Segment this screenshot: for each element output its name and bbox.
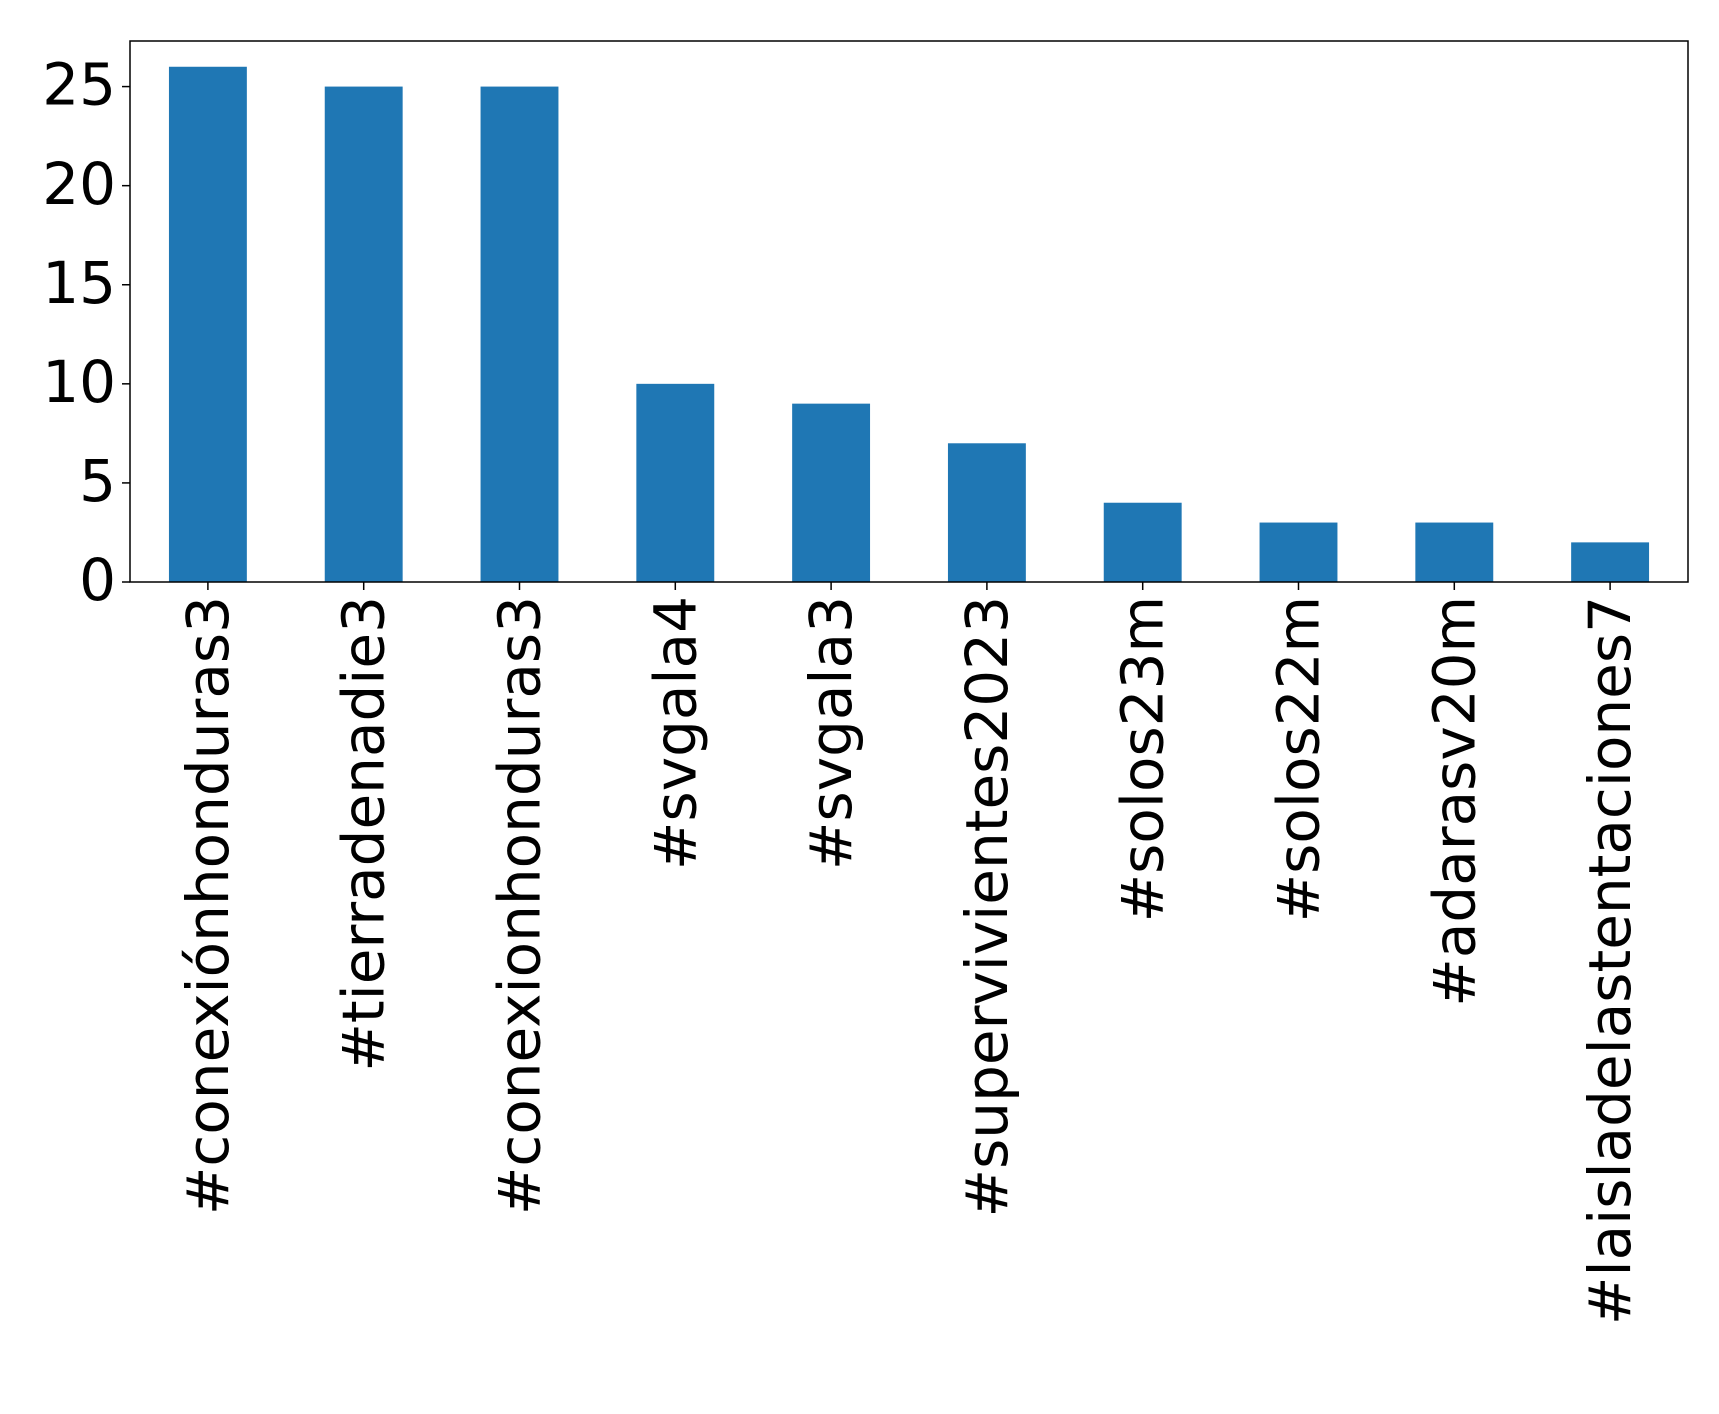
bar: [1415, 522, 1494, 582]
y-tick-label: 25: [42, 51, 116, 119]
x-tick-label: #svgala4: [641, 596, 709, 870]
y-tick-label: 5: [79, 447, 116, 515]
x-tick-label: #tierradenadie3: [330, 596, 398, 1072]
plot-frame: [129, 40, 1689, 583]
bar: [324, 86, 403, 582]
x-tick-label: #laisladelastentaciones7: [1576, 596, 1644, 1325]
y-tick-label: 10: [42, 348, 116, 416]
bar: [168, 66, 247, 582]
x-tick-label: #solos22m: [1265, 596, 1333, 922]
y-tick-label: 15: [42, 249, 116, 317]
x-tick-label: #svgala3: [797, 596, 865, 870]
y-tick-label: 20: [42, 150, 116, 218]
y-tick-label: 0: [79, 546, 116, 614]
bar: [947, 443, 1026, 582]
bar: [480, 86, 559, 582]
bar: [792, 403, 871, 582]
bar: [636, 383, 715, 582]
x-tick-label: #solos23m: [1109, 596, 1177, 922]
x-tick-label: #supervivientes2023: [953, 596, 1021, 1218]
x-tick-label: #conexionhonduras3: [486, 596, 554, 1215]
bar: [1103, 502, 1182, 582]
x-tick-label: #adarasv20m: [1420, 596, 1488, 1007]
x-tick-label: #conexiónhonduras3: [174, 596, 242, 1215]
bar: [1571, 542, 1650, 582]
bar: [1259, 522, 1338, 582]
